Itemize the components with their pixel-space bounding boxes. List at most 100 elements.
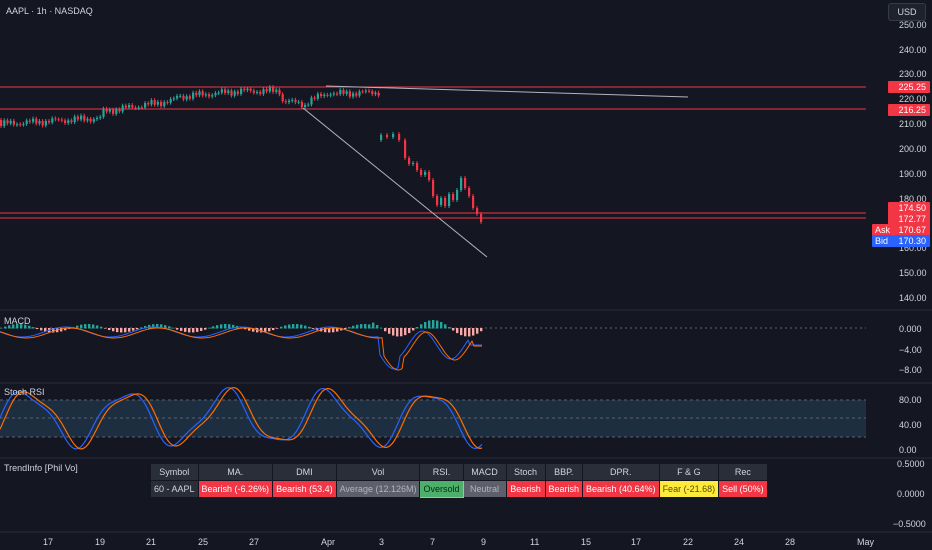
candle — [192, 92, 195, 99]
candle — [361, 91, 364, 93]
candle — [348, 91, 351, 97]
currency-button[interactable]: USD — [888, 3, 926, 21]
cell-fear-greed: Fear (-21.68) — [658, 480, 720, 498]
macd-hist-bar — [444, 324, 447, 329]
trendinfo-header-row: Symbol MA. DMI Vol RSI. MACD Stoch BBP. … — [150, 463, 768, 481]
candle — [252, 90, 255, 93]
cell-rsi: Oversold — [419, 480, 464, 498]
price-axis-label: 140.00 — [899, 293, 927, 303]
price-axis-label: 190.00 — [899, 169, 927, 179]
macd-hist-bar — [368, 324, 371, 329]
header-cell: Symbol — [150, 463, 199, 481]
time-axis-label: 11 — [530, 537, 540, 547]
time-axis-label: 28 — [785, 537, 796, 547]
candle — [51, 118, 54, 123]
cell-macd: Neutral — [462, 480, 507, 498]
macd-hist-bar — [340, 328, 343, 331]
macd-hist-bar — [288, 324, 291, 329]
macd-hist-bar — [168, 326, 171, 329]
macd-hist-bar — [448, 327, 451, 329]
candle — [124, 105, 127, 108]
macd-hist-bar — [216, 325, 219, 329]
candle — [156, 101, 159, 105]
candle — [240, 88, 243, 94]
trend-line-upper[interactable] — [325, 85, 689, 98]
candle — [416, 163, 419, 170]
price-tag-level-4: 172.77 — [888, 213, 930, 225]
macd-hist-bar — [12, 324, 15, 329]
macd-hist-bar — [152, 324, 155, 329]
candle — [320, 93, 323, 97]
candle — [140, 107, 143, 109]
candle — [288, 100, 291, 103]
candle — [185, 96, 188, 100]
candle — [201, 91, 204, 96]
stoch-pane-title[interactable]: Stoch RSI — [4, 387, 45, 397]
candle — [204, 94, 207, 96]
macd-hist-bar — [136, 328, 139, 330]
macd-pane-title[interactable]: MACD — [4, 316, 31, 326]
time-axis-label: 22 — [683, 537, 694, 547]
candle — [54, 118, 57, 120]
macd-hist-bar — [100, 326, 103, 329]
macd-hist-bar — [392, 328, 395, 336]
candle — [339, 89, 342, 95]
header-cell: DMI — [272, 463, 337, 481]
macd-axis-label: −8.00 — [899, 365, 922, 375]
candle — [118, 109, 121, 112]
candle — [456, 190, 459, 200]
candle — [211, 95, 214, 97]
time-axis-label: 7 — [430, 537, 436, 547]
macd-hist-bar — [0, 328, 3, 329]
trendinfo-pane-title[interactable]: TrendInfo [Phil Vo] — [4, 463, 78, 473]
macd-hist-bar — [244, 328, 247, 330]
candle — [163, 102, 166, 107]
candle — [102, 108, 105, 117]
macd-hist-bar — [384, 328, 387, 332]
candle — [284, 101, 287, 103]
macd-hist-bar — [108, 328, 111, 331]
candle — [249, 88, 252, 91]
candle — [16, 124, 19, 126]
macd-signal-line — [0, 327, 482, 371]
price-tag-level-2: 216.25 — [888, 104, 930, 116]
macd-hist-bar — [388, 328, 391, 334]
macd-hist-bar — [44, 328, 47, 332]
macd-hist-bar — [184, 328, 187, 332]
candle — [224, 89, 227, 93]
candle — [336, 93, 339, 95]
candle — [444, 198, 447, 206]
trend-line-lower[interactable] — [302, 107, 488, 258]
candle — [150, 100, 153, 105]
candle — [89, 118, 92, 122]
time-axis-label: 3 — [379, 537, 385, 547]
candle — [316, 93, 319, 99]
macd-hist-bar — [464, 328, 467, 337]
header-cell: RSI. — [419, 463, 464, 481]
candle — [236, 91, 239, 94]
macd-hist-bar — [284, 325, 287, 329]
candle — [25, 120, 28, 124]
candle — [412, 163, 415, 164]
candle — [73, 116, 76, 123]
macd-hist-bar — [404, 328, 407, 336]
macd-hist-bar — [460, 328, 463, 336]
macd-hist-bar — [364, 324, 367, 329]
candle — [92, 119, 95, 122]
macd-hist-bar — [160, 324, 163, 329]
time-axis-label: 21 — [146, 537, 157, 547]
candle — [220, 89, 223, 93]
candle — [144, 103, 147, 108]
macd-hist-bar — [428, 320, 431, 329]
candle — [436, 196, 439, 205]
candle — [355, 93, 358, 96]
macd-hist-bar — [116, 328, 119, 333]
macd-hist-bar — [36, 328, 39, 330]
candle — [188, 96, 191, 99]
candle — [38, 120, 41, 124]
macd-hist-bar — [356, 324, 359, 329]
candle — [115, 109, 118, 114]
candle — [259, 92, 262, 94]
